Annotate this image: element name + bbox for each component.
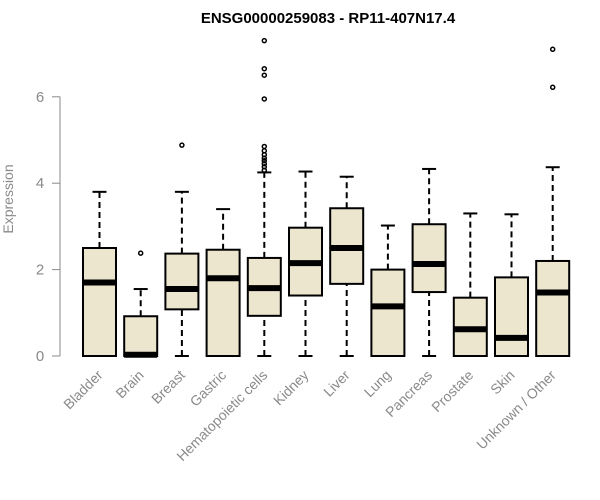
box-lung (370, 224, 406, 358)
outlier-point (261, 148, 268, 154)
outlier-point (261, 72, 268, 78)
outlier-point (261, 143, 268, 150)
y-tick-label: 6 (36, 89, 44, 106)
x-tick-label: Bladder (60, 367, 106, 413)
outlier-point (549, 84, 556, 91)
outlier-point (261, 161, 268, 167)
box-iqr (494, 276, 529, 358)
y-axis-label: Expression (0, 164, 16, 233)
x-tick-label: Brain (112, 367, 146, 401)
box-iqr (123, 315, 159, 358)
box-iqr (82, 247, 117, 357)
box-liver (329, 175, 365, 357)
box-hematopoietic-cells (246, 37, 282, 357)
outlier-point (137, 250, 144, 256)
x-tick-label: Breast (148, 367, 188, 407)
box-skin (494, 213, 529, 358)
y-tick-label: 2 (36, 262, 44, 279)
x-tick-label: Skin (487, 367, 518, 398)
boxes (82, 37, 571, 358)
box-bladder (82, 190, 117, 357)
outlier-point (261, 164, 268, 170)
box-gastric (205, 208, 241, 357)
outlier-point (549, 46, 556, 53)
y-tick-label: 4 (36, 175, 44, 192)
box-iqr (370, 268, 406, 358)
outlier-point (261, 96, 268, 102)
box-iqr (535, 259, 571, 357)
box-breast (164, 142, 200, 357)
y-tick-label: 0 (36, 348, 44, 365)
x-tick-label: Lung (361, 367, 394, 400)
y-axis: 0 2 4 6 (36, 89, 61, 365)
box-kidney (288, 170, 323, 357)
box-iqr (164, 252, 200, 311)
chart-title: ENSG00000259083 - RP11-407N17.4 (201, 10, 456, 27)
box-iqr (205, 248, 241, 357)
box-pancreas (411, 167, 447, 357)
x-tick-label: Kidney (270, 367, 312, 409)
outlier-point (179, 142, 185, 148)
outlier-point (261, 37, 268, 44)
box-prostate (452, 212, 488, 357)
x-tick-label: Liver (320, 367, 353, 400)
box-brain (123, 250, 159, 358)
outlier-point (261, 65, 268, 72)
outlier-point (261, 157, 268, 164)
box-unknown-other (535, 46, 571, 357)
box-iqr (411, 223, 447, 294)
x-tick-label: Prostate (428, 367, 476, 415)
